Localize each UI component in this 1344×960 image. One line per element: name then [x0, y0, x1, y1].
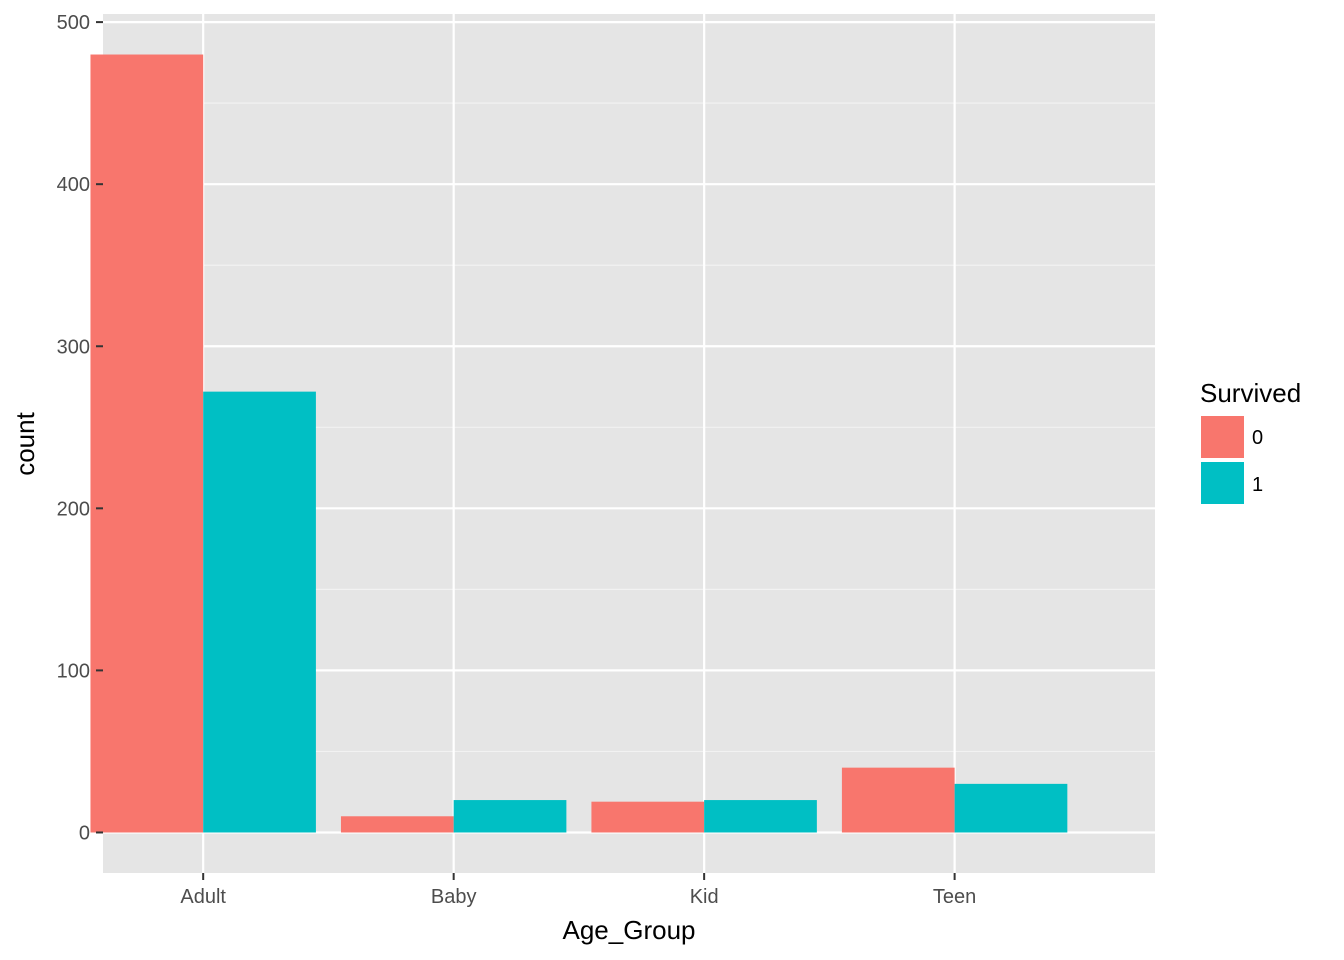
bar-baby-1: [453, 800, 567, 833]
bar-kid-0: [591, 801, 705, 833]
y-tick-label: 300: [57, 336, 90, 358]
x-tick-label: Kid: [690, 886, 719, 908]
legend-key-0: [1201, 416, 1244, 458]
bar-teen-1: [954, 783, 1068, 833]
x-axis: Adult Baby Kid Teen: [180, 873, 976, 908]
bar-baby-0: [340, 816, 454, 833]
legend-label-1: 1: [1252, 474, 1263, 496]
legend-key-1: [1201, 462, 1244, 504]
x-tick-label: Baby: [431, 886, 477, 908]
legend-title: Survived: [1200, 378, 1301, 408]
y-tick-label: 400: [57, 174, 90, 196]
y-axis-title: count: [10, 411, 40, 475]
x-axis-title: Age_Group: [563, 915, 696, 945]
x-tick-label: Adult: [180, 886, 226, 908]
bars: [90, 54, 1068, 833]
y-tick-label: 500: [57, 12, 90, 34]
legend-label-0: 0: [1252, 427, 1263, 449]
legend: Survived 0 1: [1200, 378, 1301, 504]
bar-adult-1: [203, 391, 316, 833]
x-tick-label: Teen: [933, 886, 976, 908]
bar-kid-1: [704, 800, 817, 833]
y-tick-label: 0: [79, 822, 90, 844]
y-tick-label: 100: [57, 660, 90, 682]
bar-adult-0: [90, 54, 204, 833]
bar-teen-0: [841, 767, 955, 833]
y-tick-label: 200: [57, 498, 90, 520]
y-axis: 0 100 200 300 400 500: [57, 12, 103, 844]
